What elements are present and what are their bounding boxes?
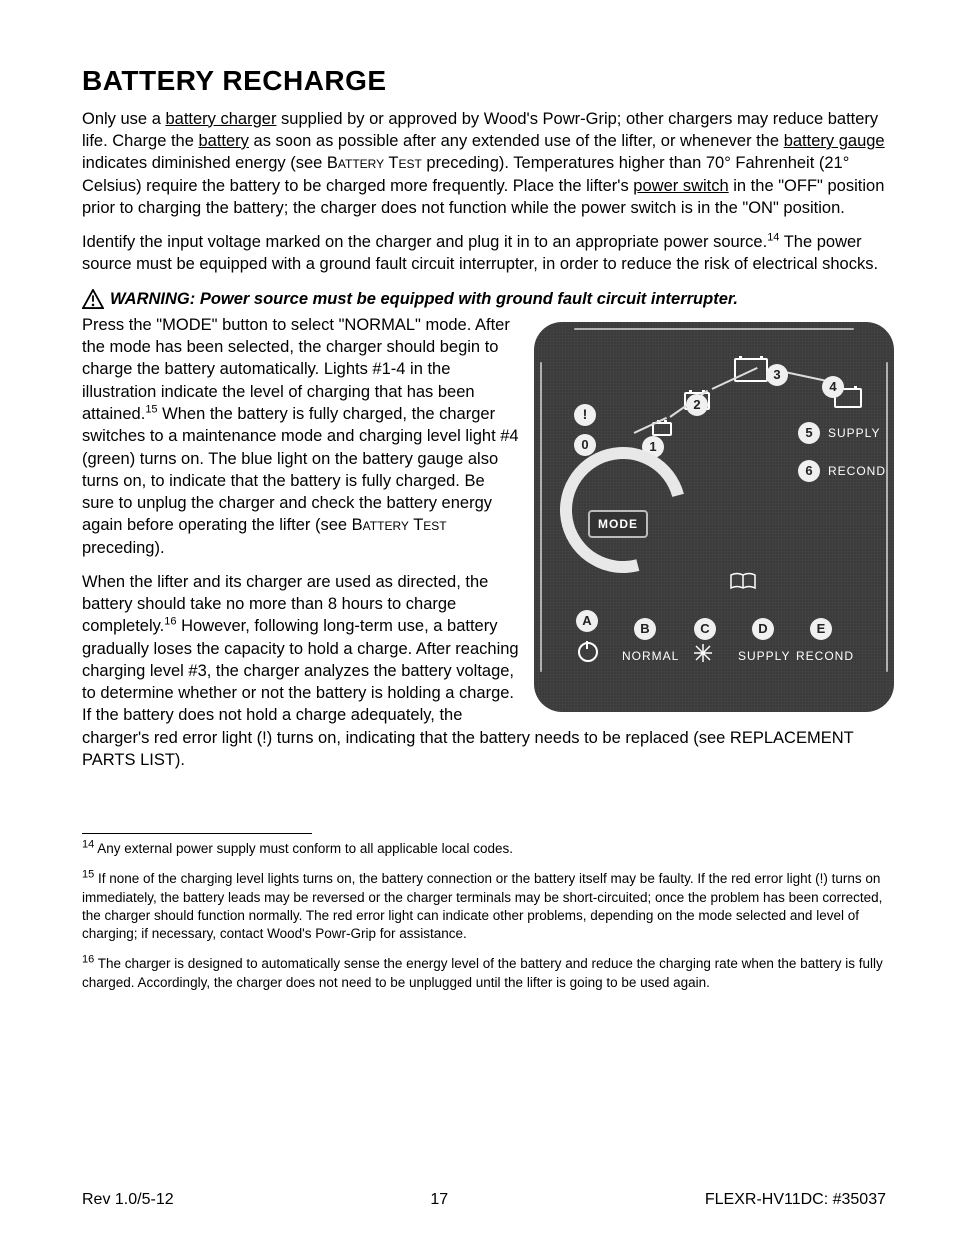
page-heading: BATTERY RECHARGE [82,62,894,100]
error-light-icon: ! [574,404,596,426]
term-power-switch: power switch [633,177,728,195]
mode-d: D [752,618,774,640]
mode-a: A [576,610,598,632]
indicator-6: 6 [798,460,820,482]
text: Any external power supply must conform t… [94,841,513,856]
text: preceding). [82,539,165,557]
paragraph-1: Only use a battery charger supplied by o… [82,108,894,219]
label-supply: SUPPLY [828,425,880,441]
charger-panel-figure: ! 0 1 2 3 4 5 6 SUPPLY RECOND MODE A B C… [534,322,894,712]
footer-model: FLEXR-HV11DC: #35037 [705,1189,886,1211]
footnotes: 14 Any external power supply must confor… [82,840,894,992]
xref-battery-test: Battery Test [327,154,422,172]
warning-icon [82,289,104,309]
text: The charger is designed to automatically… [82,956,883,989]
footnote-num: 16 [82,954,94,966]
mode-e: E [810,618,832,640]
footnote-num: 14 [82,839,94,851]
paragraph-2: Identify the input voltage marked on the… [82,231,894,276]
indicator-5: 5 [798,422,820,444]
text: as soon as possible after any extended u… [249,132,784,150]
text: Identify the input voltage marked on the… [82,233,767,251]
text: indicates diminished energy (see [82,154,327,172]
text: If none of the charging level lights tur… [82,871,882,941]
label-supply-2: SUPPLY [738,648,790,664]
indicator-3: 3 [766,364,788,386]
indicator-2: 2 [686,394,708,416]
footnote-14: 14 Any external power supply must confor… [82,840,894,858]
indicator-0: 0 [574,434,596,456]
mode-c: C [694,618,716,640]
power-icon [578,642,598,662]
footnote-num: 15 [82,869,94,881]
label-normal: NORMAL [622,648,679,664]
page-footer: Rev 1.0/5-12 17 FLEXR-HV11DC: #35037 [82,1189,886,1211]
xref-battery-test: Battery Test [352,516,447,534]
footnote-rule [82,833,312,834]
term-battery-charger: battery charger [165,110,276,128]
mode-button: MODE [588,510,648,538]
footer-revision: Rev 1.0/5-12 [82,1189,174,1211]
text: Only use a [82,110,165,128]
label-recond-2: RECOND [796,648,854,664]
warning-text: WARNING: Power source must be equipped w… [110,288,738,310]
footer-page-number: 17 [430,1189,448,1211]
term-battery: battery [198,132,248,150]
warning-row: WARNING: Power source must be equipped w… [82,288,894,310]
term-battery-gauge: battery gauge [784,132,885,150]
snowflake-icon [694,644,712,662]
footnote-ref-15: 15 [145,403,157,415]
indicator-4: 4 [822,376,844,398]
label-recond: RECOND [828,463,886,479]
footnote-16: 16 The charger is designed to automatica… [82,955,894,991]
footnote-15: 15 If none of the charging level lights … [82,870,894,943]
mode-b: B [634,618,656,640]
text: When the battery is fully charged, the c… [82,405,519,534]
manual-icon [730,572,756,590]
footnote-ref-16: 16 [164,616,176,628]
footnote-ref-14: 14 [767,232,779,244]
